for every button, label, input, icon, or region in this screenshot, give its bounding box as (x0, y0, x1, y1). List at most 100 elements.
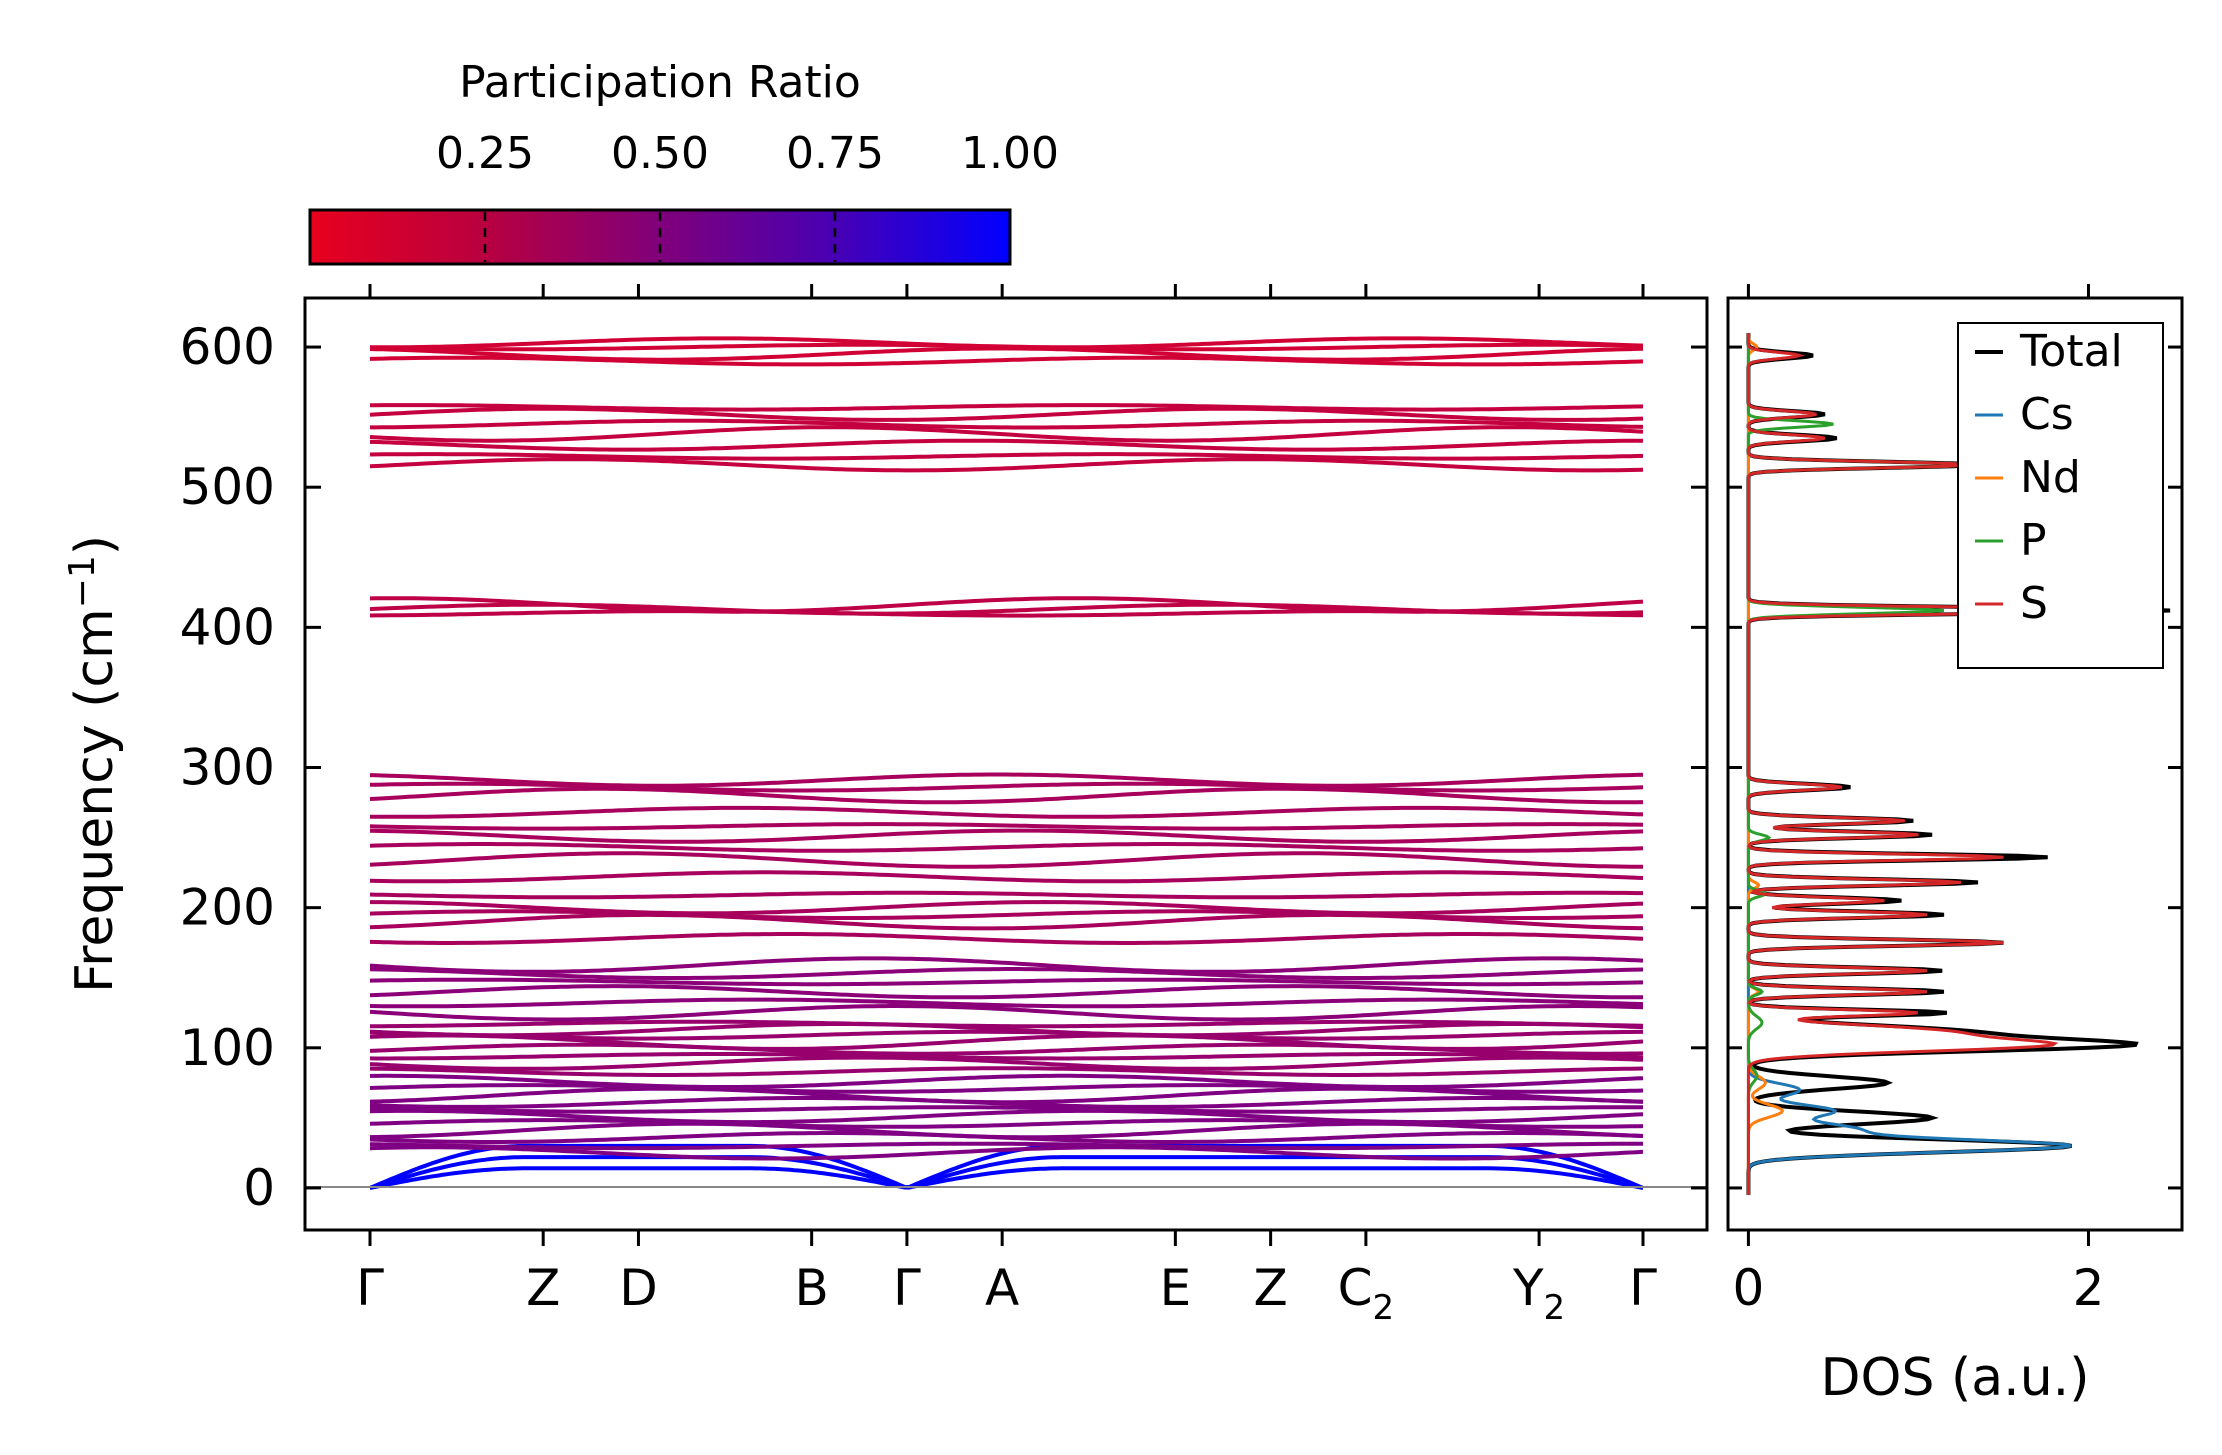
legend-label-cs: Cs (2020, 389, 2074, 440)
band-line (370, 899, 1644, 916)
kpath-label: Γ (893, 1259, 921, 1317)
kpath-label-sub: 2 (1544, 1288, 1566, 1328)
kpath-label: C2 (1338, 1259, 1395, 1328)
colorbar-title: Participation Ratio (459, 57, 861, 108)
band-line (369, 977, 1644, 987)
kpath-label: A (985, 1259, 1019, 1317)
band-line (370, 805, 1644, 819)
band-group-mid-2 (369, 956, 1644, 1022)
legend-label-s: S (2020, 578, 2048, 629)
dos-x-tick-label: 2 (2073, 1259, 2105, 1317)
band-line (369, 1141, 1643, 1151)
band-line (369, 842, 1644, 853)
band-line (369, 997, 1644, 1009)
band-line (370, 418, 1644, 430)
kpath-label-main: C (1338, 1259, 1373, 1317)
band-y-tick-label: 400 (180, 598, 275, 656)
dos-lines (1746, 333, 2171, 1195)
kpath-label: Y2 (1512, 1259, 1565, 1328)
band-line (369, 890, 1643, 900)
band-line (369, 984, 1643, 1000)
kpath-label-main: Γ (893, 1259, 921, 1317)
kpath-label: E (1160, 1259, 1192, 1317)
band-line (370, 1019, 1644, 1029)
band-line (370, 336, 1644, 350)
band-line (369, 438, 1643, 452)
band-line (369, 1145, 1644, 1161)
kpath-label: Γ (1629, 1259, 1657, 1317)
band-line (369, 1033, 1644, 1051)
legend-box (1957, 322, 2164, 669)
dos-y-ticks (1728, 345, 2182, 1190)
band-line (369, 457, 1644, 473)
kpath-label: B (794, 1259, 828, 1317)
band-line (369, 1066, 1644, 1077)
band-lines (369, 336, 1644, 1190)
band-line (369, 596, 1644, 614)
band-line (369, 1004, 1644, 1022)
legend-label-total: Total (2019, 326, 2123, 377)
colorbar-tick-label: 0.75 (786, 128, 884, 179)
kpath-label-main: D (619, 1259, 658, 1317)
band-line (369, 1166, 1644, 1190)
band-line (369, 1105, 1644, 1114)
band-line (369, 772, 1644, 788)
colorbar-tick-label: 1.00 (961, 128, 1059, 179)
band-line (369, 1022, 1644, 1038)
band-line (369, 828, 1644, 844)
legend-label-nd: Nd (2020, 452, 2081, 503)
kpath-label-main: A (985, 1259, 1019, 1317)
kpath-label: Z (526, 1259, 560, 1317)
dos-axes-frame (1726, 296, 2184, 1232)
band-line (369, 1108, 1644, 1125)
kpath-label-main: E (1160, 1259, 1192, 1317)
band-y-tick-label: 300 (180, 739, 275, 797)
kpath-label: D (619, 1259, 658, 1317)
band-group-high-3 (369, 336, 1644, 367)
band-line (369, 1083, 1644, 1094)
kpath-label: Γ (356, 1259, 384, 1317)
kpath-label-main: Γ (356, 1259, 384, 1317)
band-line (369, 1052, 1644, 1061)
band-line (370, 403, 1644, 412)
kpath-label-main: Z (526, 1259, 560, 1317)
kpath-label-main: Y (1512, 1259, 1544, 1317)
band-line (369, 1055, 1644, 1071)
band-line (369, 1118, 1644, 1129)
band-y-tick-label: 200 (180, 879, 275, 937)
y-axis-label: Frequency (cm−1) (62, 535, 125, 993)
band-line (369, 1029, 1643, 1041)
kpath-label-main: Z (1253, 1259, 1287, 1317)
dos-legend: Total Cs Nd PS (1957, 322, 2164, 669)
band-group-high-2 (369, 403, 1644, 473)
band-line (369, 425, 1644, 443)
band-group-mid-1 (369, 1019, 1644, 1077)
dos-series-s (1746, 333, 2157, 1195)
dos-x-tick-label: 0 (1732, 1259, 1764, 1317)
band-y-tick-label: 0 (243, 1159, 275, 1217)
band-line (369, 932, 1644, 945)
colorbar-tick-label: 0.25 (436, 128, 534, 179)
band-line (370, 1073, 1644, 1089)
band-y-ticks: 0 100 200 300 400 500 600 (180, 318, 1707, 1217)
band-line (369, 956, 1644, 974)
band-line (369, 909, 1644, 920)
band-group-high-1 (369, 596, 1644, 618)
band-group-mid-3 (369, 772, 1644, 945)
kpath-label: Z (1253, 1259, 1287, 1317)
colorbar-tick-label: 0.50 (611, 128, 709, 179)
kpath-label-sub: 2 (1373, 1288, 1395, 1328)
band-line (369, 786, 1644, 805)
band-line (369, 851, 1643, 869)
band-line (369, 870, 1644, 884)
band-group-low-1 (369, 1073, 1644, 1161)
band-axes-frame (303, 296, 1709, 1232)
band-y-tick-label: 600 (180, 318, 275, 376)
kpath-label-main: B (794, 1259, 828, 1317)
legend-label-p: P (2020, 515, 2047, 566)
band-y-tick-label: 500 (180, 458, 275, 516)
band-kpath-ticks: Γ Z D B Γ A E Z C2 Y2 Γ (356, 284, 1657, 1328)
